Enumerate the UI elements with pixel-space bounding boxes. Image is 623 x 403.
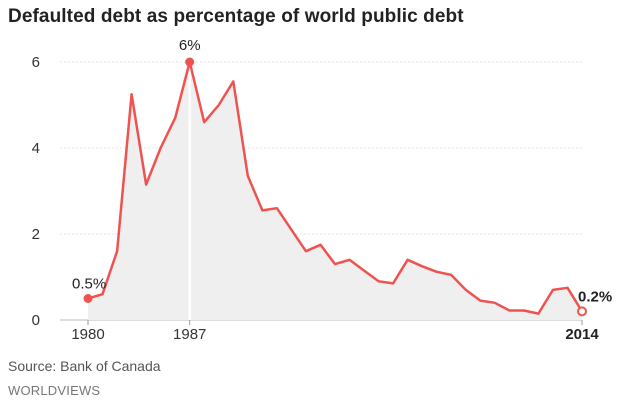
y-tick-label: 0 xyxy=(32,312,40,329)
x-tick-label: 1980 xyxy=(71,326,104,343)
y-tick-label: 6 xyxy=(32,54,40,71)
y-tick-label: 2 xyxy=(32,226,40,243)
x-tick-label: 1987 xyxy=(173,326,206,343)
annotations: 0.5% 6% 0.2% xyxy=(72,37,612,317)
annotation-label: 0.5% xyxy=(72,276,106,293)
annotation-label: 0.2% xyxy=(578,288,612,305)
y-tick-label: 4 xyxy=(32,140,40,157)
chart-title: Defaulted debt as percentage of world pu… xyxy=(8,6,464,27)
series-line xyxy=(87,60,584,315)
annotation-label: 6% xyxy=(179,37,201,54)
brand-label: WORLDVIEWS xyxy=(8,383,101,398)
annotation-marker xyxy=(577,306,587,317)
source-note: Source: Bank of Canada xyxy=(8,358,161,374)
y-axis-ticks: 0 2 4 6 xyxy=(32,54,40,329)
x-axis-ticks: 1980 1987 2014 xyxy=(71,320,599,343)
annotation-marker xyxy=(83,294,93,303)
annotation-marker xyxy=(185,57,195,67)
area-fill xyxy=(88,62,582,320)
x-tick-label: 2014 xyxy=(565,326,599,343)
